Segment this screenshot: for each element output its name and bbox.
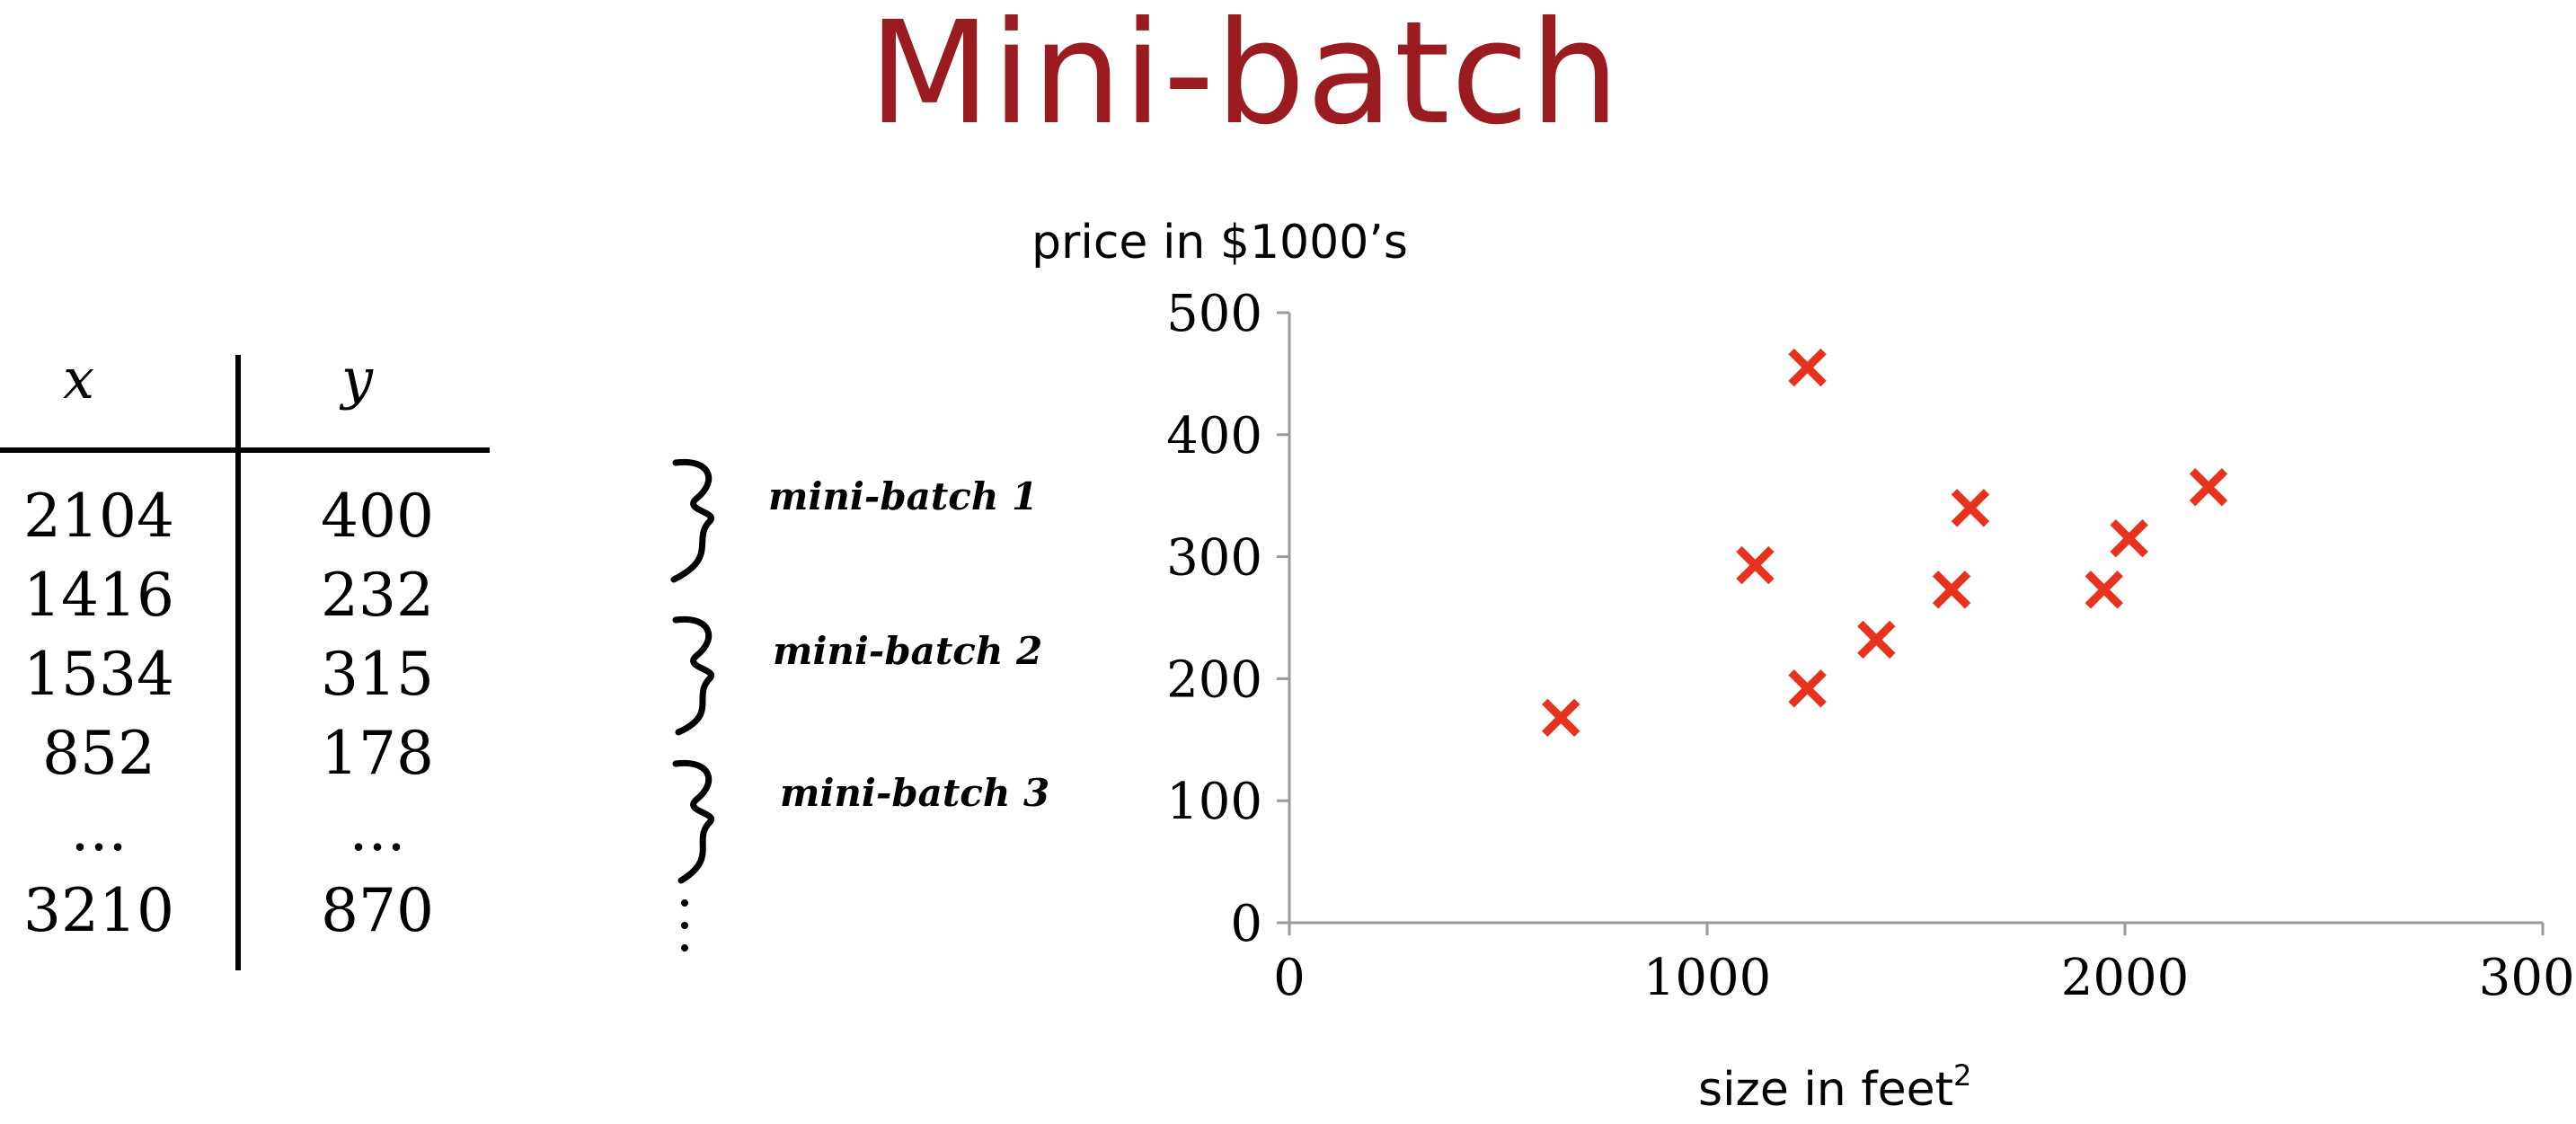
table-header-x: x (63, 346, 94, 412)
table-cell-x: 3210 (23, 876, 174, 945)
x-axis-title: size in feet2 (1698, 1058, 1971, 1117)
table-cell-y: 315 (321, 640, 434, 709)
x-tick-label: 0 (1273, 949, 1306, 1007)
y-tick-label: 400 (1166, 407, 1262, 465)
data-point (1951, 489, 1990, 527)
chart-axes (1288, 313, 2543, 925)
brace-icon (672, 615, 715, 736)
continuation-dot (681, 899, 688, 907)
data-point (1542, 698, 1580, 738)
y-tick-label: 100 (1166, 773, 1262, 831)
data-point (1932, 571, 1971, 609)
y-tick-label: 200 (1166, 651, 1262, 709)
mini-batch-label: mini-batch 3 (780, 771, 1050, 815)
data-point (2110, 519, 2148, 558)
table-divider-horizontal (0, 447, 490, 453)
table-cell-y: 870 (321, 876, 434, 945)
table-header-y: y (341, 346, 374, 412)
y-axis-title: price in $1000’s (1031, 216, 1408, 270)
brace-icon (672, 759, 715, 884)
mini-batch-label: mini-batch 2 (773, 629, 1043, 673)
data-point (1857, 620, 1896, 659)
mini-batch-label: mini-batch 1 (768, 474, 1039, 518)
data-point (2085, 571, 2123, 609)
continuation-dot (681, 944, 688, 951)
x-tick-label: 3000 (2479, 949, 2576, 1007)
brace-icon (670, 458, 715, 583)
table-cell-y: 232 (321, 561, 434, 630)
table-cell-x: 1534 (23, 640, 174, 709)
data-point (2189, 468, 2228, 507)
y-tick-label: 300 (1166, 529, 1262, 588)
y-tick-label: 0 (1230, 895, 1262, 953)
x-tick-label: 2000 (2061, 949, 2190, 1007)
table-divider-vertical (235, 355, 241, 970)
y-tick-label: 500 (1166, 285, 1262, 343)
table-cell-y: ... (349, 795, 406, 864)
x-tick-label: 1000 (1643, 949, 1772, 1007)
table-cell-y: 400 (321, 482, 434, 551)
y-axis-ticks: 0 100 200 300 400 500 (1166, 285, 1289, 953)
table-cell-y: 178 (321, 719, 434, 788)
x-axis-ticks: 0 1000 2000 3000 (1273, 923, 2576, 1007)
data-point (1788, 669, 1827, 708)
table-cell-x: 852 (42, 719, 155, 788)
data-point (1788, 348, 1827, 387)
data-point (1736, 545, 1775, 585)
slide-title: Mini-batch (868, 0, 1621, 156)
continuation-dot (681, 922, 688, 929)
data-points (1542, 348, 2228, 738)
table-cell-x: 1416 (23, 561, 174, 630)
table-cell-x: ... (70, 795, 128, 864)
table-cell-x: 2104 (23, 482, 174, 551)
